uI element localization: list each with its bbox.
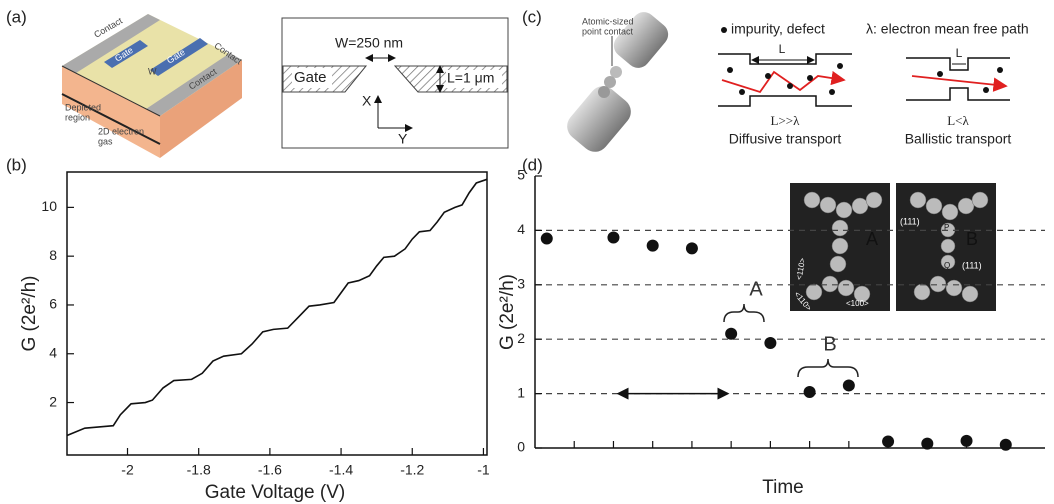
transport-label: L<λ (947, 113, 969, 128)
x-axis-title: Time (762, 477, 804, 498)
device-label: Depleted (65, 102, 101, 112)
y-tick-label: 2 (517, 330, 525, 346)
inset-label: <110> (794, 257, 807, 281)
transport-label: Ballistic transport (905, 131, 1012, 147)
data-point (725, 327, 738, 340)
data-point (882, 435, 895, 448)
schematic-label: L=1 μm (447, 70, 494, 86)
data-point (842, 379, 855, 392)
inset-atoms (803, 191, 989, 303)
data-point (803, 385, 816, 398)
x-tick-label: -1 (477, 462, 490, 478)
x-tick-label: -2 (121, 462, 134, 478)
schematic-label: X (362, 93, 372, 109)
brace (797, 358, 859, 378)
annotation: A (749, 278, 763, 300)
label-bg (446, 70, 502, 88)
device-label: gas (98, 136, 113, 146)
inset-label: (111) (900, 216, 920, 226)
transport-label: impurity, defect (731, 21, 825, 37)
x-axis-title: Gate Voltage (V) (205, 482, 345, 503)
data-point (540, 232, 553, 245)
x-tick-label: -1.6 (258, 462, 282, 478)
y-tick-label: 1 (517, 384, 525, 400)
transport-label: Atomic-sized (582, 16, 634, 26)
schematic-label: Y (398, 131, 408, 147)
device-label: region (65, 112, 90, 122)
panel-label: (b) (6, 155, 27, 174)
inset-label: B (966, 229, 978, 249)
data-point (999, 438, 1012, 451)
y-tick-label: 0 (517, 439, 525, 455)
data-point (960, 434, 973, 447)
device-label: W (148, 66, 157, 76)
transport-label: point contact (582, 26, 634, 36)
inset-label: (111) (962, 260, 982, 270)
panel-label: (a) (6, 7, 27, 26)
point-contact-drawing (567, 12, 669, 152)
data-line (66, 178, 488, 437)
y-tick-label: 4 (49, 344, 57, 360)
y-tick-label: 4 (517, 221, 525, 237)
label-bg (292, 68, 332, 88)
inset-label: Q (944, 261, 950, 270)
y-tick-label: 3 (517, 276, 525, 292)
device-label: 2D electron (98, 126, 144, 136)
inset-label: P (944, 223, 949, 232)
y-tick-label: 8 (49, 247, 57, 263)
impurities (727, 63, 1003, 95)
data-point (685, 242, 698, 255)
schematic-label: Gate (294, 69, 327, 86)
inset-label: <100> (846, 299, 869, 308)
panel-label: (d) (522, 155, 543, 174)
y-tick-label: 6 (49, 296, 57, 312)
electron-path (911, 75, 1008, 92)
brace (723, 303, 765, 323)
data-point (764, 337, 777, 350)
y-axis-title: G (2e²/h) (497, 274, 518, 350)
transport-label: λ: electron mean free path (866, 21, 1029, 37)
device-drawing (61, 14, 242, 158)
data-point (607, 231, 620, 244)
plot-frame (66, 171, 488, 456)
transport-label: L>>λ (771, 113, 801, 128)
y-axis-title: G (2e²/h) (19, 275, 40, 351)
annotation: B (823, 333, 836, 355)
transport-label: L (779, 42, 786, 56)
data-point (646, 239, 659, 252)
x-tick-label: -1.4 (329, 462, 353, 478)
inset-label: A (866, 229, 878, 249)
channel (718, 53, 1010, 107)
y-tick-label: 5 (517, 167, 525, 183)
y-tick-label: 2 (49, 393, 57, 409)
transport-label: Diffusive transport (729, 131, 842, 147)
data-point (921, 437, 934, 450)
y-tick-label: 10 (41, 198, 57, 214)
x-tick-label: -1.8 (187, 462, 211, 478)
transport-label: L (956, 46, 963, 60)
x-tick-label: -1.2 (400, 462, 424, 478)
legend-dot (721, 27, 727, 33)
electron-path (721, 70, 846, 94)
panel-label: (c) (522, 7, 542, 26)
schematic-label: W=250 nm (335, 35, 403, 51)
